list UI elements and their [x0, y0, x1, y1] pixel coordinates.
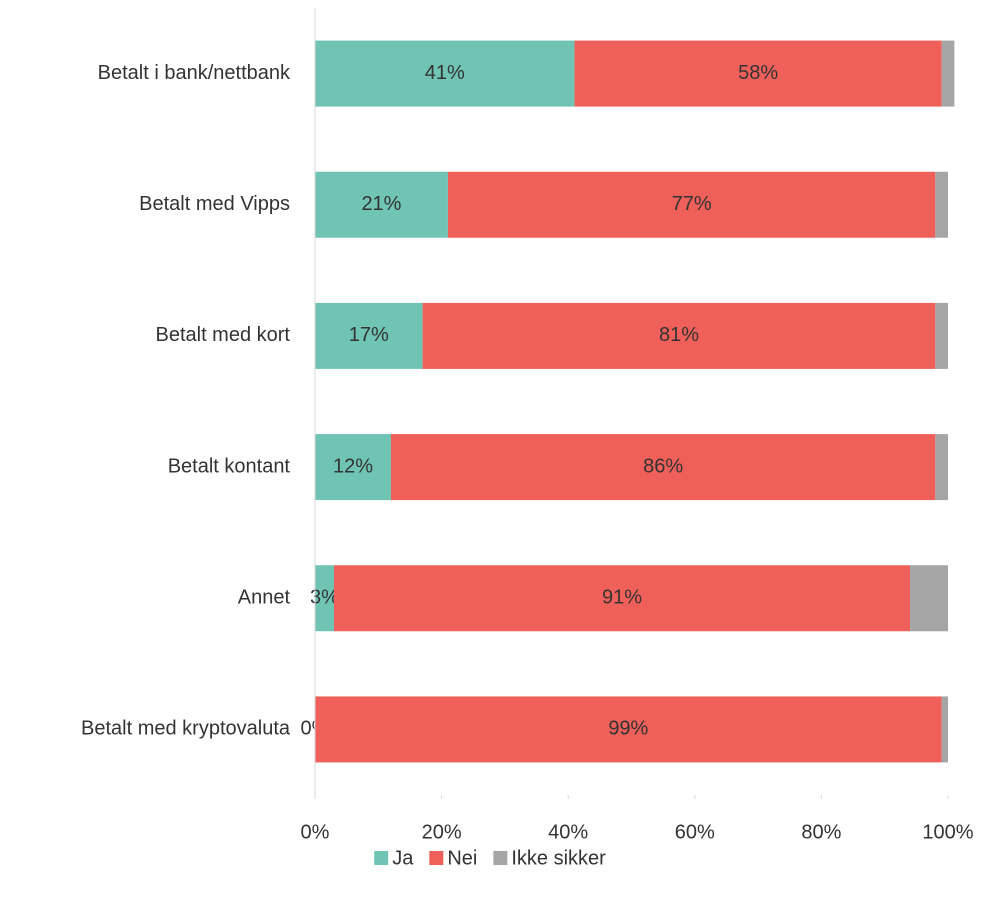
bar-segment	[315, 302, 423, 369]
bar-segment	[935, 171, 948, 238]
legend-label: Nei	[447, 847, 477, 869]
data-label: 17%	[349, 324, 389, 346]
data-label: 12%	[333, 455, 373, 477]
bar-segment	[910, 565, 948, 632]
category-label: Betalt kontant	[168, 455, 291, 477]
bar-segment	[315, 696, 942, 763]
bar-segment	[422, 302, 936, 369]
category-label: Betalt med Vipps	[139, 193, 290, 215]
bar-segment	[315, 434, 391, 501]
data-label: 58%	[738, 62, 778, 84]
bar-segment	[315, 171, 448, 238]
bar-segment	[390, 434, 936, 501]
data-label: 77%	[672, 193, 712, 215]
data-label: 41%	[425, 62, 465, 84]
legend-swatch	[374, 851, 389, 865]
bar-segment	[935, 434, 948, 501]
category-label: Betalt med kryptovaluta	[81, 718, 291, 740]
x-tick-label: 80%	[801, 821, 841, 843]
category-label: Annet	[238, 587, 291, 609]
bar-segment	[935, 302, 948, 369]
category-label: Betalt i bank/nettbank	[98, 62, 291, 84]
data-label: 99%	[608, 718, 648, 740]
bar-segment	[941, 40, 955, 107]
bar-segment	[333, 565, 911, 632]
bar-segment	[941, 696, 948, 763]
data-label: 86%	[643, 455, 683, 477]
data-label: 3%	[310, 587, 339, 609]
data-label: 91%	[602, 587, 642, 609]
data-label: 81%	[659, 324, 699, 346]
bar-segment	[315, 565, 334, 632]
legend-swatch	[493, 851, 508, 865]
x-tick-label: 40%	[548, 821, 588, 843]
bar-segment	[447, 171, 936, 238]
bar-segment	[574, 40, 942, 107]
category-label: Betalt med kort	[155, 324, 290, 346]
legend-label: Ikke sikker	[511, 847, 606, 869]
data-label: 21%	[361, 193, 401, 215]
bar-segment	[315, 40, 575, 107]
x-tick-label: 0%	[301, 821, 330, 843]
x-tick-label: 60%	[675, 821, 715, 843]
x-tick-label: 20%	[422, 821, 462, 843]
legend-swatch	[429, 851, 444, 865]
x-tick-label: 100%	[922, 821, 973, 843]
legend-label: Ja	[392, 847, 414, 869]
